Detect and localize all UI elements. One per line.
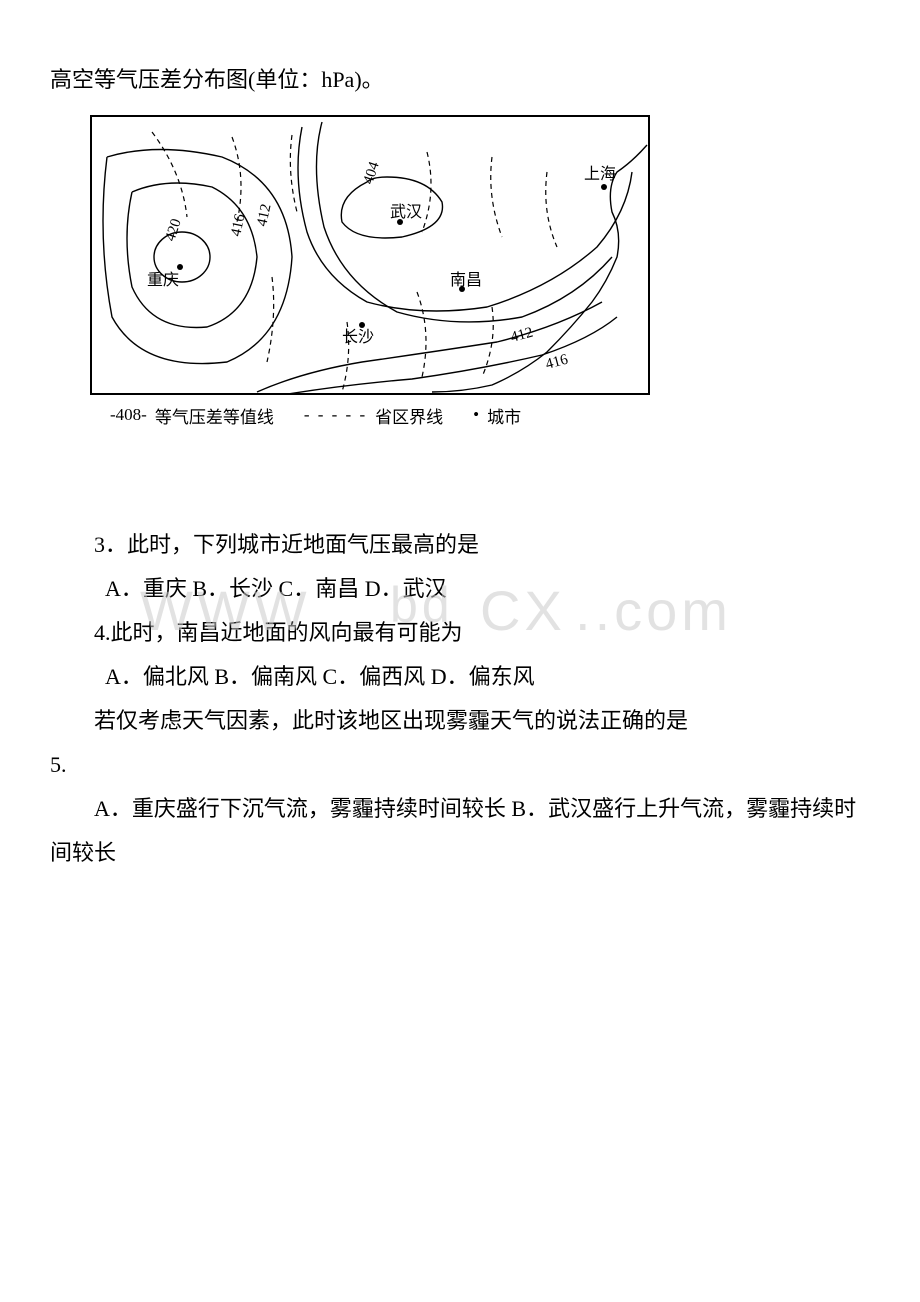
map-svg: 404 412 416 420 412 416 重庆 长沙 武汉 南昌 上海 (92, 117, 650, 395)
q3-stem: 3．此时，下列城市近地面气压最高的是 (50, 523, 870, 567)
city-label-changsha: 长沙 (342, 328, 374, 346)
label-412l: 412 (254, 202, 274, 227)
city-dot-shanghai (601, 184, 607, 190)
legend-city-dot: • (473, 405, 479, 425)
label-412r: 412 (509, 324, 535, 345)
intro-text: 高空等气压差分布图(单位：hPa)。 (50, 60, 870, 100)
legend-province: - - - - - 省区界线 (304, 403, 443, 428)
city-label-nanchang: 南昌 (450, 271, 482, 289)
contour-408b (316, 122, 612, 322)
spacer (50, 443, 870, 523)
figure-legend: -408- 等气压差等值线 - - - - - 省区界线 • 城市 (90, 403, 870, 428)
city-dot-changsha (359, 322, 365, 328)
legend-city: • 城市 (473, 403, 521, 428)
legend-contour-text: 等气压差等值线 (155, 403, 274, 428)
legend-contour: -408- 等气压差等值线 (110, 403, 274, 428)
q4-stem: 4.此时，南昌近地面的风向最有可能为 (50, 611, 870, 655)
figure-container: 404 412 416 420 412 416 重庆 长沙 武汉 南昌 上海 -… (90, 115, 870, 428)
legend-city-text: 城市 (487, 403, 521, 428)
label-416r: 416 (544, 351, 570, 372)
q3-options-text: A．重庆 B．长沙 C．南昌 D．武汉 (105, 576, 447, 601)
q4-options: A．偏北风 B．偏南风 C．偏西风 D．偏东风 (50, 655, 870, 699)
city-dot-chongqing (177, 264, 183, 270)
city-label-chongqing: 重庆 (147, 271, 179, 289)
contour-412-right (257, 302, 602, 392)
q5-options: A．重庆盛行下沉气流，雾霾持续时间较长 B．武汉盛行上升气流，雾霾持续时间较长 (50, 787, 870, 875)
q3-options: A．重庆 B．长沙 C．南昌 D．武汉 WWW bd CX ..com (50, 567, 870, 611)
q5-stem: 若仅考虑天气因素，此时该地区出现雾霾天气的说法正确的是 (50, 699, 870, 743)
contour-412-left (103, 149, 292, 363)
label-416l: 416 (228, 212, 248, 238)
q5-row: 若仅考虑天气因素，此时该地区出现雾霾天气的说法正确的是 (50, 699, 870, 743)
contour-416-left (127, 183, 257, 328)
legend-dash-sample: - - - - - (304, 405, 367, 425)
pressure-map-figure: 404 412 416 420 412 416 重庆 长沙 武汉 南昌 上海 (90, 115, 650, 395)
legend-contour-sample: -408- (110, 405, 147, 425)
label-404: 404 (361, 159, 383, 186)
legend-province-text: 省区界线 (375, 403, 443, 428)
city-label-wuhan: 武汉 (390, 203, 422, 221)
city-label-shanghai: 上海 (584, 165, 616, 183)
label-420: 420 (163, 216, 185, 242)
q5-num: 5. (50, 743, 870, 787)
province-borders (152, 132, 557, 392)
